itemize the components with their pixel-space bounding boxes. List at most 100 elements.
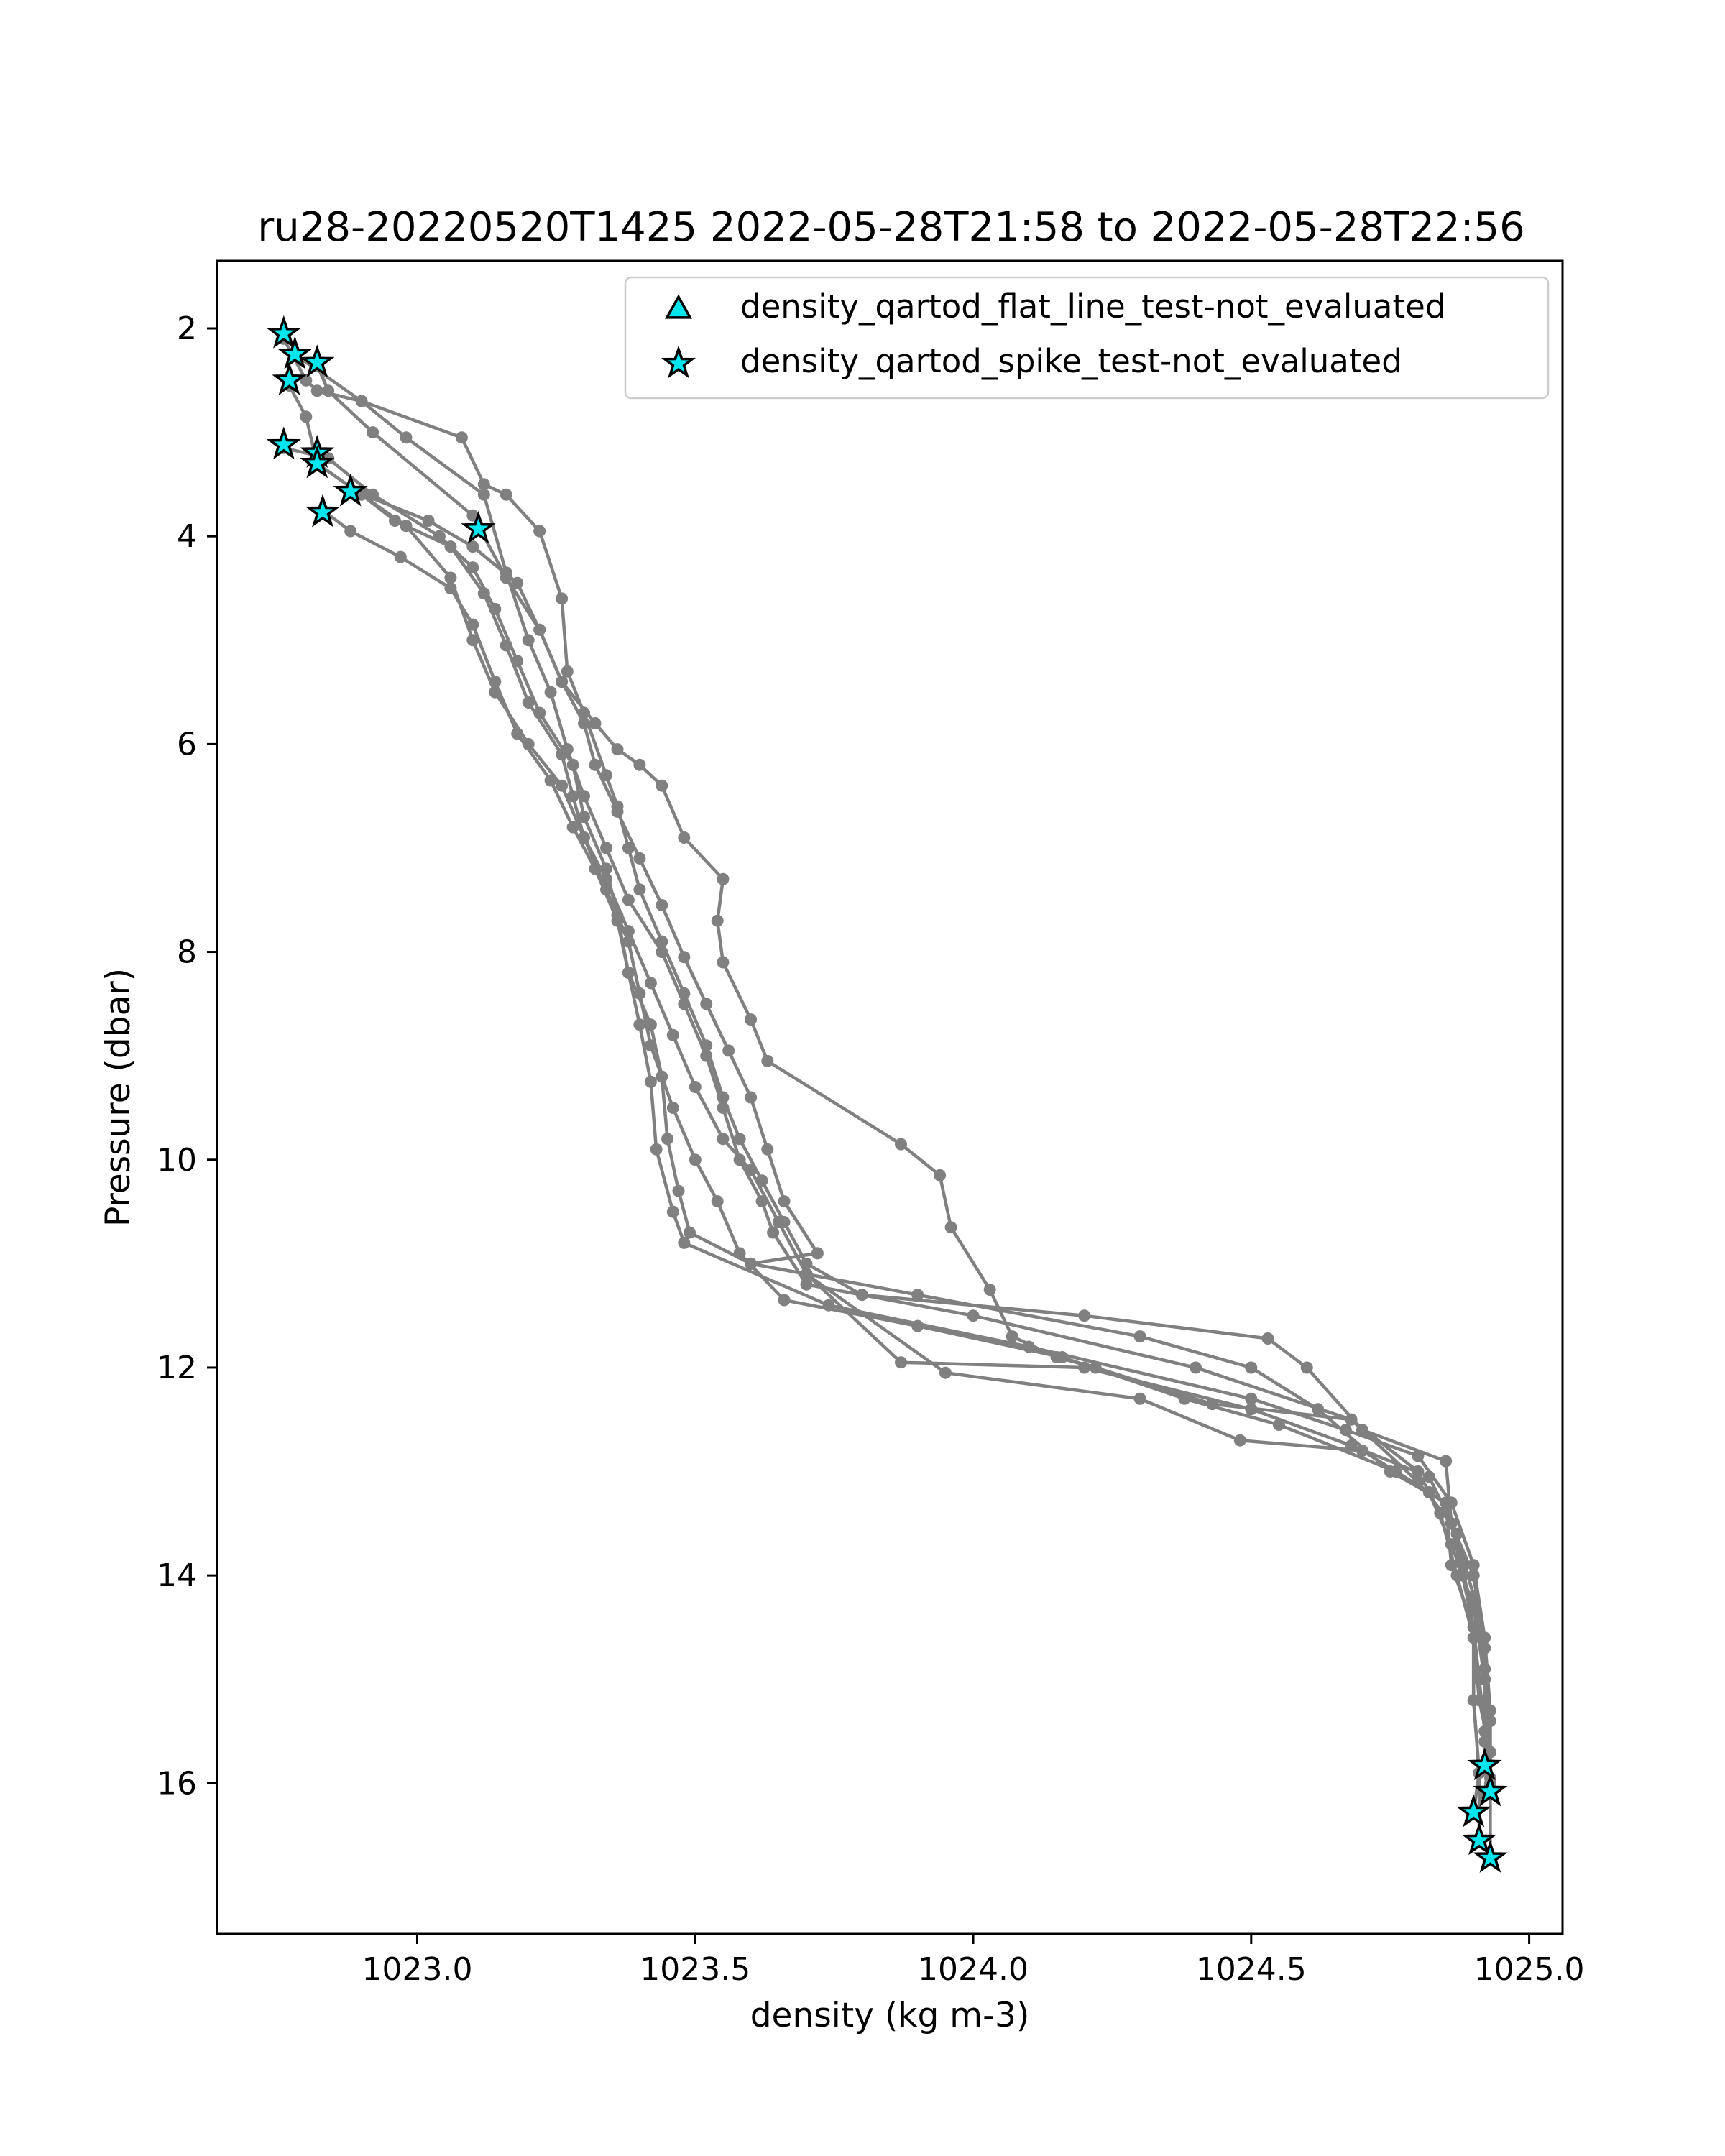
data-point: [745, 1164, 758, 1176]
data-point: [717, 956, 730, 969]
data-point: [466, 561, 479, 574]
data-point: [589, 717, 602, 729]
data-point: [1445, 1538, 1458, 1551]
legend-box: [624, 276, 1550, 400]
x-tick-label: 1023.0: [362, 1951, 472, 1988]
axes-frame: [216, 259, 1564, 1935]
data-point: [367, 426, 380, 439]
legend-star-marker: [661, 345, 696, 379]
data-point: [983, 1284, 996, 1296]
data-point: [745, 1013, 758, 1026]
data-point: [778, 1294, 791, 1307]
data-point: [633, 883, 646, 896]
data-point: [622, 967, 635, 979]
data-point: [611, 743, 624, 756]
data-point: [717, 1102, 730, 1114]
data-point: [1484, 1715, 1496, 1728]
data-point: [1078, 1309, 1091, 1322]
profile-series-1: [277, 332, 1491, 1772]
data-point: [700, 1049, 713, 1062]
data-point: [344, 525, 357, 538]
spike-test-star-marker: [266, 426, 301, 460]
data-point: [522, 634, 535, 647]
data-point: [661, 1133, 674, 1146]
y-tick-label: 6: [177, 726, 197, 763]
data-point: [310, 384, 323, 397]
data-point: [944, 1221, 957, 1234]
flagged-points: [266, 315, 1508, 1873]
data-point: [611, 805, 624, 818]
data-point: [895, 1356, 907, 1369]
plot-area: [266, 315, 1508, 1873]
data-point: [556, 676, 569, 688]
data-point: [444, 582, 457, 594]
data-point: [717, 872, 730, 885]
data-point: [767, 1226, 780, 1239]
x-tick-label: 1023.5: [640, 1951, 750, 1988]
y-tick-label: 14: [157, 1557, 197, 1594]
data-point: [1133, 1392, 1146, 1405]
data-point: [455, 431, 468, 444]
data-point: [678, 831, 691, 844]
x-axis-label: density (kg m-3): [750, 1996, 1030, 2035]
data-point: [1478, 1641, 1491, 1654]
data-point: [678, 998, 691, 1010]
data-point: [589, 862, 602, 875]
data-point: [644, 1075, 657, 1088]
x-axis: 1023.0 1023.5 1024.0 1024.5 1025.0: [362, 1934, 1585, 1988]
legend-triangle-marker: [664, 294, 693, 319]
data-point: [1245, 1361, 1258, 1374]
spike-test-star-marker: [333, 473, 368, 507]
data-point: [733, 1133, 746, 1146]
data-point: [644, 977, 657, 990]
data-point: [466, 634, 479, 647]
data-point: [633, 1018, 646, 1031]
data-point: [745, 1091, 758, 1104]
x-tick-label: 1025.0: [1474, 1951, 1585, 1988]
data-point: [1412, 1450, 1425, 1462]
data-point: [1312, 1403, 1325, 1416]
data-point: [355, 395, 368, 407]
data-point: [1190, 1361, 1202, 1374]
data-point: [511, 576, 524, 589]
data-point: [444, 540, 457, 553]
data-point: [611, 914, 624, 927]
data-point: [1445, 1559, 1458, 1572]
data-point: [1233, 1434, 1246, 1447]
data-point: [689, 1081, 702, 1093]
data-point: [533, 623, 546, 636]
data-point: [761, 1054, 774, 1067]
data-point: [1261, 1332, 1274, 1345]
data-point: [666, 1102, 679, 1114]
data-point: [656, 946, 668, 959]
data-point: [666, 1205, 679, 1218]
spike-test-star-marker: [1473, 1773, 1508, 1807]
star-marker-shape: [661, 345, 696, 379]
data-point: [544, 774, 557, 787]
data-point: [1412, 1475, 1425, 1488]
data-point: [1422, 1486, 1435, 1498]
data-point: [895, 1138, 907, 1151]
data-point: [444, 571, 457, 584]
data-point: [650, 1143, 663, 1156]
data-point: [622, 925, 635, 938]
legend-label-flat-line: density_qartod_flat_line_test-not_evalua…: [740, 287, 1445, 326]
data-point: [1467, 1694, 1480, 1707]
data-point: [711, 914, 724, 927]
profile-series-7: [316, 504, 1496, 1800]
data-point: [300, 410, 313, 423]
data-point: [939, 1366, 952, 1379]
spike-test-star-marker: [1456, 1794, 1491, 1828]
y-tick-label: 2: [177, 310, 197, 347]
data-point: [656, 779, 668, 792]
data-point: [489, 676, 502, 688]
data-point: [689, 1153, 702, 1166]
data-point: [1345, 1413, 1358, 1426]
spike-test-star-marker: [277, 336, 313, 369]
data-point: [672, 1184, 685, 1197]
data-point: [656, 899, 668, 911]
data-point: [1006, 1330, 1018, 1343]
spike-test-star-marker: [1467, 1747, 1502, 1781]
data-point: [684, 1226, 696, 1239]
x-tick-label: 1024.5: [1196, 1951, 1307, 1988]
